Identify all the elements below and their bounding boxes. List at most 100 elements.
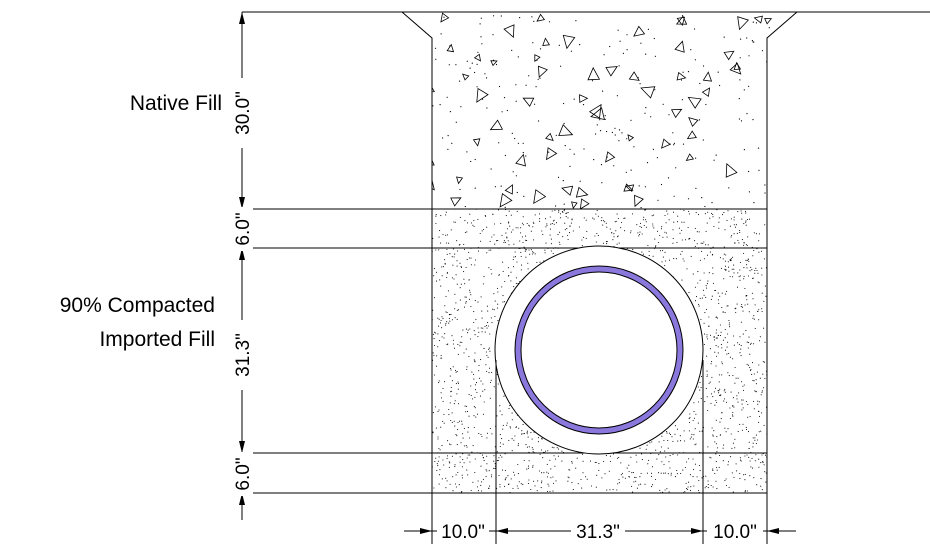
stipple-dot [452,248,454,250]
stipple-dot [752,317,754,319]
stipple-dot [496,307,499,309]
stipple-dot [729,275,731,278]
stipple-dot [645,107,647,109]
stipple-dot [733,224,735,226]
stipple-dot [453,221,455,223]
stipple-dot [695,211,697,213]
stipple-dot [474,158,476,161]
stipple-dot [749,475,751,477]
stipple-dot [495,63,498,66]
stipple-dot [491,273,493,275]
stipple-dot [557,455,559,457]
stipple-dot [725,401,728,403]
stipple-dot [758,401,760,403]
stipple-dot [486,463,488,465]
stipple-dot [786,113,788,115]
stipple-dot [454,464,456,466]
stipple-dot [745,220,747,222]
stipple-dot [706,287,708,289]
stipple-dot [477,335,479,338]
stipple-dot [755,267,757,269]
stipple-dot [541,438,543,440]
stipple-dot [713,225,715,227]
stipple-dot [493,293,495,295]
stipple-dot [636,461,638,463]
stipple-dot [763,424,765,426]
stipple-dot [701,250,703,252]
stipple-dot [721,361,723,363]
stipple-dot [621,132,623,134]
stipple-dot [677,454,679,456]
stipple-dot [703,272,705,274]
stipple-dot [553,447,555,449]
stipple-dot [652,225,654,227]
stipple-dot [711,376,713,378]
stipple-dot [445,295,447,297]
stipple-dot [727,261,729,263]
stipple-dot [448,64,450,66]
stipple-dot [595,133,597,135]
stipple-dot [494,467,496,469]
stipple-dot [721,307,723,309]
stipple-dot [515,427,517,429]
stipple-dot [476,391,478,393]
stipple-dot [665,260,667,262]
dim-native-fill-depth: 30.0" [233,91,254,135]
stipple-dot [474,334,476,336]
stipple-dot [530,432,532,434]
stipple-dot [513,256,515,258]
stipple-dot [633,146,635,148]
stipple-dot [638,484,640,486]
stipple-dot [532,465,534,467]
stipple-dot [679,435,681,437]
stipple-dot [473,415,475,417]
stipple-dot [668,219,670,221]
stipple-dot [448,322,450,324]
stipple-dot [461,491,463,493]
stipple-dot [751,292,753,294]
stipple-dot [744,491,746,493]
stipple-dot [741,381,743,383]
stipple-dot [706,374,708,376]
stipple-dot [739,275,741,277]
stipple-dot [442,420,444,422]
stipple-dot [740,210,742,212]
stipple-dot [510,271,512,273]
stipple-dot [708,325,710,327]
stipple-dot [746,113,748,115]
stipple-dot [503,395,505,397]
stipple-dot [407,93,409,95]
stipple-dot [732,411,734,414]
stipple-dot [435,214,437,216]
stipple-dot [454,317,456,319]
stipple-dot [463,243,465,245]
stipple-dot [640,207,642,209]
aggregate-triangle [625,184,635,193]
stipple-dot [661,461,663,463]
stipple-dot [761,412,763,414]
aggregate-triangle [774,120,785,132]
stipple-dot [442,318,444,320]
stipple-dot [453,347,456,349]
stipple-dot [742,333,744,335]
stipple-dot [681,229,683,231]
stipple-dot [595,213,597,215]
stipple-dot [440,426,442,428]
stipple-dot [737,431,739,433]
stipple-dot [649,442,651,444]
stipple-dot [712,396,714,398]
stipple-dot [670,474,672,476]
stipple-dot [679,440,682,442]
stipple-dot [488,367,491,369]
aggregate-triangle [504,184,513,195]
stipple-dot [536,261,538,263]
stipple-dot [572,489,574,491]
stipple-dot [586,230,588,232]
stipple-dot [439,230,441,232]
stipple-dot [476,486,478,488]
stipple-dot [712,486,714,488]
stipple-dot [745,330,747,332]
stipple-dot [532,226,534,228]
stipple-dot [557,448,560,450]
stipple-dot [473,426,475,429]
